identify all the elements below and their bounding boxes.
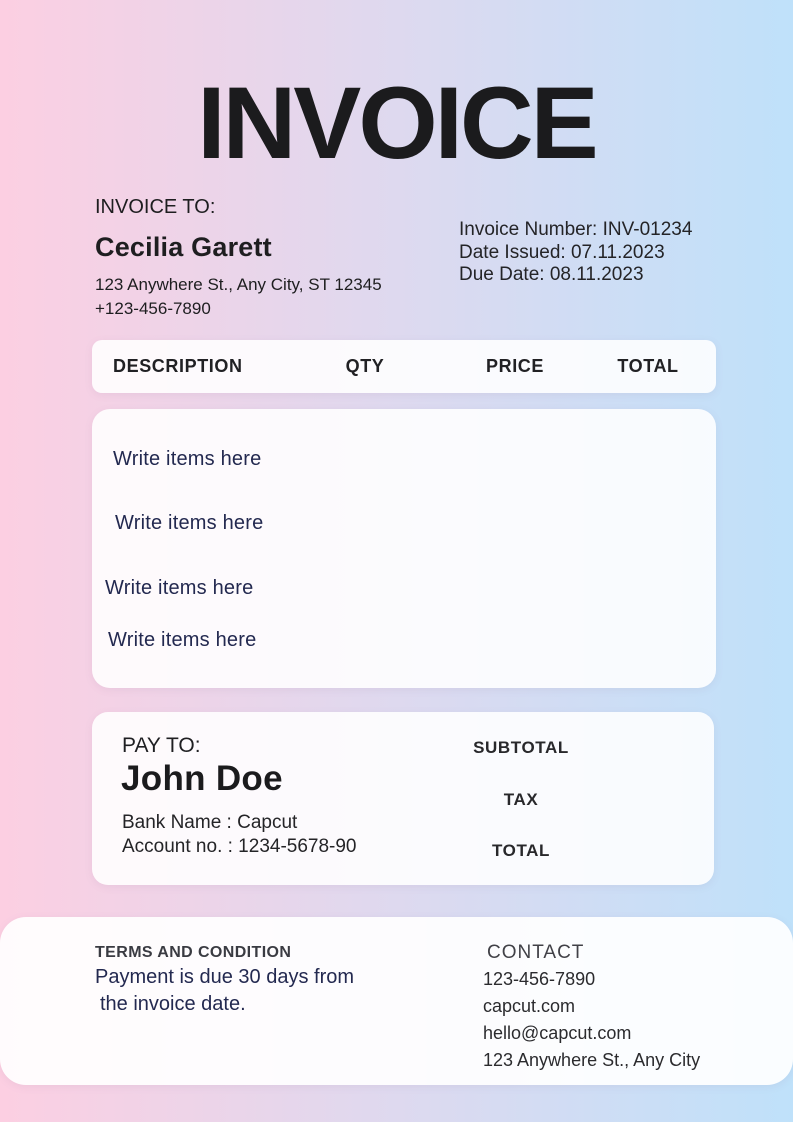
items-table-header: DESCRIPTION QTY PRICE TOTAL <box>92 340 716 393</box>
footer-panel: TERMS AND CONDITION Payment is due 30 da… <box>0 917 793 1085</box>
account-number: Account no. : 1234-5678-90 <box>122 836 357 857</box>
contact-website: capcut.com <box>483 996 576 1016</box>
pay-to-label: PAY TO: <box>122 734 201 757</box>
bank-name: Bank Name : Capcut <box>122 812 298 833</box>
items-list-panel: Write items here Write items here Write … <box>92 409 716 688</box>
contact-heading: CONTACT <box>487 942 585 963</box>
due-date: Due Date: 08.11.2023 <box>459 264 644 285</box>
subtotal-label: SUBTOTAL <box>473 738 569 757</box>
client-name: Cecilia Garett <box>95 232 272 262</box>
column-header-description: DESCRIPTION <box>113 356 243 376</box>
client-address: 123 Anywhere St., Any City, ST 12345 <box>95 275 382 294</box>
terms-text-line2: the invoice date. <box>100 993 246 1015</box>
invoice-to-label: INVOICE TO: <box>95 196 216 218</box>
invoice-number: Invoice Number: INV-01234 <box>459 219 693 240</box>
tax-label: TAX <box>503 790 539 809</box>
column-header-qty: QTY <box>345 356 385 376</box>
date-issued: Date Issued: 07.11.2023 <box>459 241 665 263</box>
column-header-price: PRICE <box>485 356 544 376</box>
terms-heading: TERMS AND CONDITION <box>95 944 292 961</box>
item-row-placeholder[interactable]: Write items here <box>105 577 254 599</box>
column-header-total: TOTAL <box>617 356 679 376</box>
contact-phone: 123-456-7890 <box>483 969 596 989</box>
contact-info-block: 123-456-7890 capcut.com hello@capcut.com… <box>483 966 700 1074</box>
contact-email: hello@capcut.com <box>483 1023 632 1043</box>
item-row-placeholder[interactable]: Write items here <box>113 448 262 470</box>
contact-address: 123 Anywhere St., Any City <box>483 1050 701 1070</box>
terms-text-line1: Payment is due 30 days from <box>95 966 355 988</box>
pay-to-panel: PAY TO: John Doe Bank Name : Capcut Acco… <box>92 712 714 885</box>
invoice-to-block: INVOICE TO: Cecilia Garett 123 Anywhere … <box>95 196 382 319</box>
item-row-placeholder[interactable]: Write items here <box>115 512 264 534</box>
item-row-placeholder[interactable]: Write items here <box>108 629 257 651</box>
total-label: TOTAL <box>491 841 551 860</box>
invoice-meta-block: Invoice Number: INV-01234 Date Issued: 0… <box>459 219 692 287</box>
invoice-title: INVOICE <box>197 66 598 180</box>
client-phone: +123-456-7890 <box>95 299 211 318</box>
payee-name: John Doe <box>121 759 283 798</box>
